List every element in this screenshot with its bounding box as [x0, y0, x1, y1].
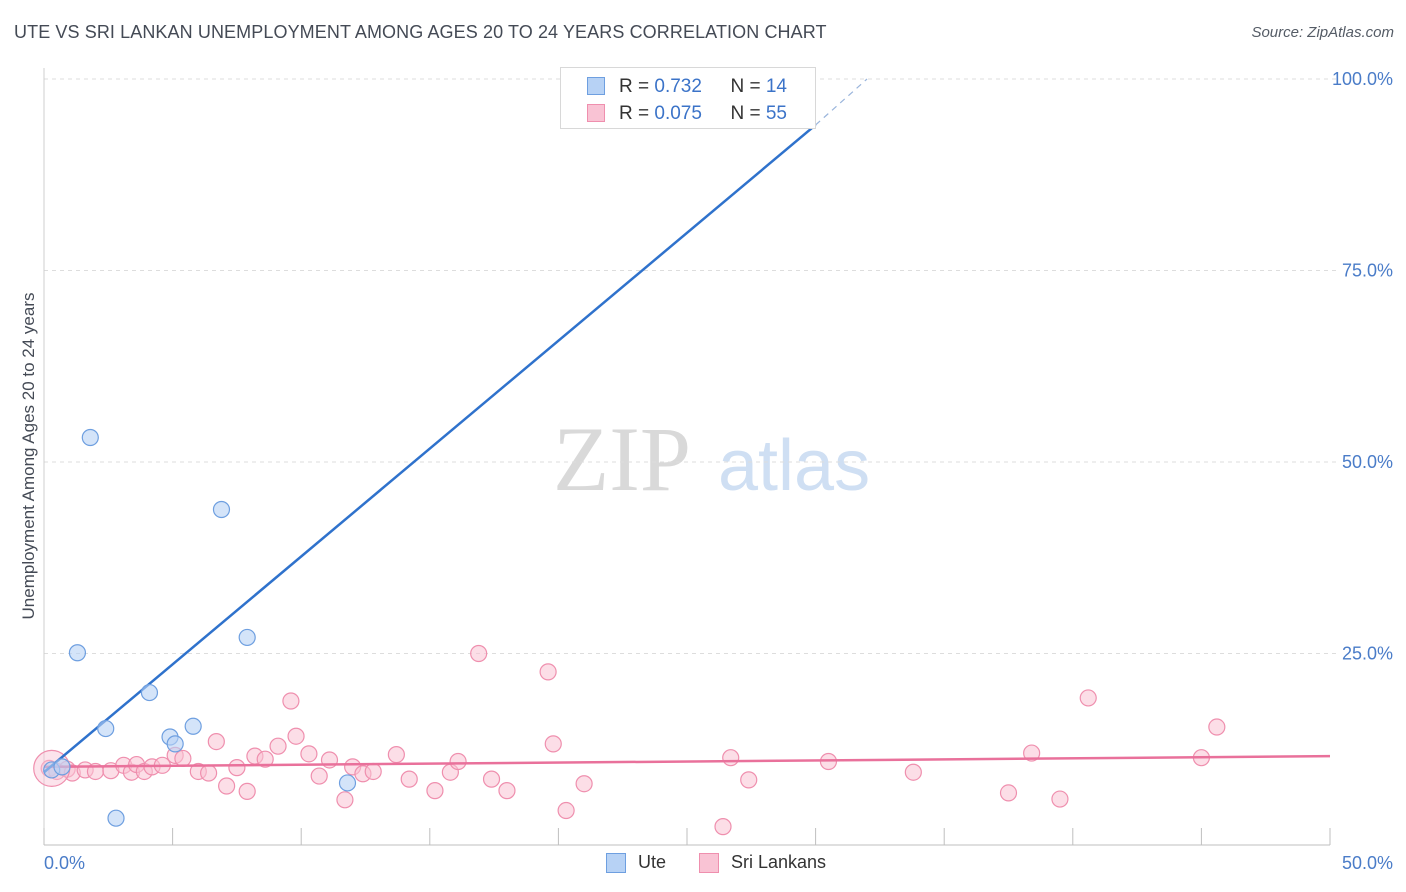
point-sri-55	[1208, 718, 1226, 736]
correlation-legend: R = 0.732 N = 14 R = 0.075 N = 55	[560, 67, 816, 129]
legend-swatch-ute	[587, 77, 605, 95]
watermark-zip: ZIP	[553, 408, 691, 510]
point-sri-25	[287, 727, 305, 745]
legend-sri-r-value: 0.075	[654, 103, 702, 124]
trendline-ute-extension	[815, 78, 868, 126]
point-sri-22	[256, 750, 274, 768]
point-ute-12	[338, 774, 357, 792]
point-ute-9	[184, 717, 202, 735]
point-sri-45	[714, 818, 732, 836]
point-ute-1	[53, 758, 71, 776]
point-ute-5	[107, 809, 125, 827]
point-sri-29	[336, 791, 354, 809]
point-sri-20	[238, 782, 256, 800]
y-tick-label-75: 75.0%	[1342, 261, 1393, 281]
point-ute-3	[68, 644, 87, 662]
point-sri-43	[557, 801, 575, 820]
legend-swatch-sri	[587, 104, 605, 122]
y-tick-label-100: 100.0%	[1332, 69, 1393, 89]
point-sri-42	[544, 735, 562, 753]
point-ute-8	[166, 735, 184, 753]
point-sri-40	[498, 782, 516, 800]
point-sri-17	[207, 732, 225, 751]
point-sri-34	[400, 770, 418, 788]
series-swatch-ute	[606, 852, 626, 873]
point-ute-6	[140, 683, 159, 702]
point-sri-27	[310, 767, 328, 785]
point-sri-19	[228, 759, 246, 777]
point-sri-33	[387, 746, 405, 764]
legend-ute-r-label: R =	[619, 76, 655, 97]
point-ute-10	[212, 500, 231, 519]
point-sri-18	[218, 777, 236, 795]
point-sri-35	[426, 782, 444, 800]
point-sri-49	[904, 763, 922, 781]
y-tick-label-50: 50.0%	[1342, 452, 1393, 472]
series-legend: Ute Sri Lankans	[0, 852, 1406, 878]
point-sri-32	[364, 762, 382, 781]
point-sri-16	[200, 764, 218, 782]
legend-ute-r-value: 0.732	[654, 76, 702, 97]
point-sri-37	[449, 752, 467, 771]
point-ute-2	[81, 428, 99, 447]
point-sri-23	[269, 737, 287, 755]
x-tick-label-max: 50.0%	[1342, 853, 1393, 873]
series-label-ute: Ute	[638, 852, 667, 872]
chart-title: UTE VS SRI LANKAN UNEMPLOYMENT AMONG AGE…	[14, 22, 827, 42]
point-sri-53	[1079, 689, 1097, 707]
trendline-sri	[43, 754, 1331, 769]
series-label-sri: Sri Lankans	[731, 852, 827, 872]
point-sri-46	[722, 749, 740, 767]
series-legend-sri: Sri Lankans	[699, 852, 826, 873]
series-swatch-sri	[699, 852, 719, 873]
legend-sri-n-label: N =	[730, 103, 766, 124]
legend-ute-n-label: N =	[730, 76, 766, 97]
point-sri-52	[1051, 790, 1069, 808]
point-sri-24	[282, 692, 300, 710]
point-sri-41	[539, 663, 557, 681]
legend-sri-n-value: 55	[765, 103, 787, 124]
series-legend-ute: Ute	[606, 852, 666, 873]
x-tick-label-min: 0.0%	[44, 853, 85, 873]
trendline-ute	[43, 124, 817, 774]
point-sri-38	[470, 644, 488, 663]
point-sri-26	[300, 745, 318, 763]
point-ute-4	[97, 719, 115, 738]
point-sri-39	[482, 770, 501, 788]
legend-sri-r-label: R =	[619, 103, 655, 124]
point-sri-14	[174, 749, 192, 768]
source-text: Source: ZipAtlas.com	[1251, 24, 1394, 41]
watermark-atlas: atlas	[718, 426, 870, 506]
y-tick-label-25: 25.0%	[1342, 644, 1393, 664]
point-sri-47	[740, 771, 758, 789]
legend-ute-n-value: 14	[765, 76, 787, 97]
point-sri-44	[575, 775, 593, 793]
point-ute-11	[238, 628, 256, 647]
point-sri-50	[999, 784, 1018, 802]
point-sri-51	[1023, 744, 1041, 762]
